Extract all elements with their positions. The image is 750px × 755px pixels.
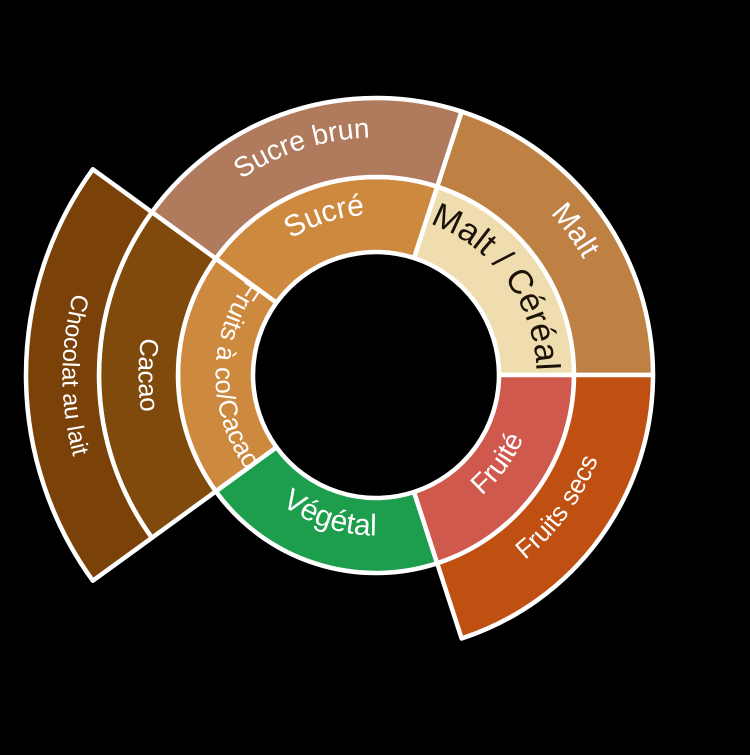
svg-text:Cacao: Cacao <box>132 337 165 413</box>
